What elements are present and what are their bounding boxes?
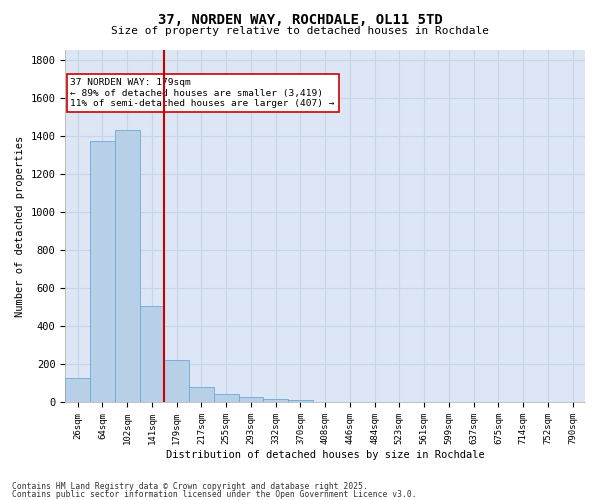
Bar bbox=[115, 130, 140, 402]
Bar bbox=[65, 378, 90, 402]
Bar bbox=[140, 306, 164, 402]
Text: 37 NORDEN WAY: 179sqm
← 89% of detached houses are smaller (3,419)
11% of semi-d: 37 NORDEN WAY: 179sqm ← 89% of detached … bbox=[70, 78, 335, 108]
Bar bbox=[239, 398, 263, 402]
Bar bbox=[288, 400, 313, 402]
Bar bbox=[263, 399, 288, 402]
Text: 37, NORDEN WAY, ROCHDALE, OL11 5TD: 37, NORDEN WAY, ROCHDALE, OL11 5TD bbox=[158, 12, 442, 26]
Bar bbox=[164, 360, 189, 403]
Bar bbox=[189, 387, 214, 402]
Y-axis label: Number of detached properties: Number of detached properties bbox=[15, 136, 25, 317]
Text: Size of property relative to detached houses in Rochdale: Size of property relative to detached ho… bbox=[111, 26, 489, 36]
Text: Contains public sector information licensed under the Open Government Licence v3: Contains public sector information licen… bbox=[12, 490, 416, 499]
X-axis label: Distribution of detached houses by size in Rochdale: Distribution of detached houses by size … bbox=[166, 450, 485, 460]
Text: Contains HM Land Registry data © Crown copyright and database right 2025.: Contains HM Land Registry data © Crown c… bbox=[12, 482, 368, 491]
Bar bbox=[214, 394, 239, 402]
Bar bbox=[90, 142, 115, 402]
